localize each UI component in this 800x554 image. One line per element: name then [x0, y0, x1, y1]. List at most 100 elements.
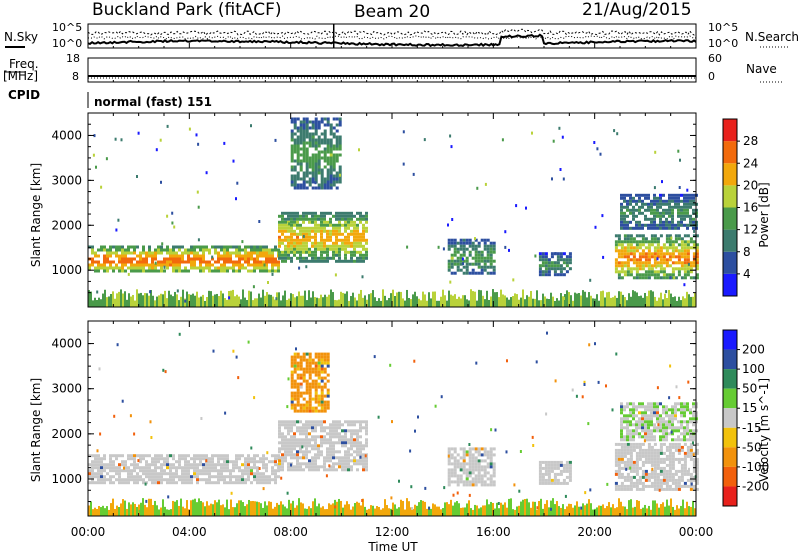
data-cell	[317, 376, 321, 380]
data-cell	[680, 484, 684, 488]
data-cell	[668, 469, 672, 473]
data-cell	[677, 267, 681, 271]
data-cell	[172, 251, 175, 255]
data-cell	[562, 469, 566, 473]
data-cell	[305, 352, 309, 356]
data-cell	[653, 240, 657, 244]
data-cell	[311, 250, 314, 254]
data-cell	[256, 251, 259, 255]
data-cell	[468, 262, 472, 266]
data-cell	[308, 232, 311, 236]
data-cell	[305, 420, 308, 424]
data-cell	[166, 472, 169, 476]
data-cell	[241, 454, 244, 458]
data-cell	[320, 441, 323, 445]
data-cell	[329, 453, 332, 457]
data-cell	[350, 465, 353, 469]
data-cell	[335, 129, 339, 133]
sparse-point	[561, 135, 564, 139]
ground-scatter-cell	[386, 300, 388, 307]
sparse-point	[267, 281, 269, 284]
data-cell	[447, 477, 451, 481]
ground-scatter-cell	[454, 294, 456, 307]
data-cell	[671, 270, 675, 274]
data-cell	[447, 247, 451, 251]
data-cell	[356, 217, 359, 221]
sparse-point	[596, 147, 599, 151]
data-cell	[281, 420, 284, 424]
data-cell	[656, 237, 660, 241]
ground-scatter-cell	[140, 292, 142, 307]
data-cell	[483, 247, 487, 251]
data-cell	[296, 453, 299, 457]
data-cell	[656, 273, 660, 277]
data-cell	[638, 411, 641, 415]
sparse-point	[424, 486, 427, 490]
data-cell	[456, 459, 460, 463]
data-cell	[199, 463, 202, 467]
data-cell	[692, 199, 695, 203]
data-cell	[241, 266, 244, 270]
data-cell	[127, 466, 130, 470]
ground-scatter-cell	[510, 297, 512, 307]
data-cell	[217, 475, 220, 479]
data-cell	[538, 460, 542, 464]
sparse-point	[173, 225, 176, 229]
ground-scatter-cell	[682, 296, 684, 307]
data-cell	[338, 229, 341, 233]
data-cell	[332, 117, 336, 121]
data-cell	[550, 255, 554, 259]
data-cell	[323, 211, 326, 215]
data-cell	[124, 463, 127, 467]
data-cell	[362, 247, 365, 251]
data-cell	[650, 417, 653, 421]
data-cell	[271, 251, 274, 255]
data-cell	[235, 466, 238, 470]
ground-scatter-cell	[438, 506, 440, 516]
data-cell	[133, 269, 136, 273]
ground-scatter-cell	[558, 506, 560, 516]
data-cell	[317, 226, 320, 230]
sparse-point	[534, 254, 537, 258]
ground-scatter-cell	[678, 296, 680, 307]
data-cell	[133, 454, 136, 458]
data-cell	[187, 260, 190, 264]
sparse-point	[668, 396, 671, 400]
data-cell	[623, 196, 626, 200]
data-cell	[326, 223, 329, 227]
data-cell	[106, 266, 109, 270]
ground-scatter-cell	[636, 292, 638, 307]
data-cell	[568, 466, 572, 470]
ground-scatter-cell	[664, 293, 666, 307]
data-cell	[130, 266, 133, 270]
data-cell	[626, 243, 630, 247]
data-cell	[677, 438, 680, 442]
data-cell	[290, 444, 293, 448]
sparse-point	[98, 367, 101, 371]
data-cell	[326, 211, 329, 215]
data-cell	[323, 382, 327, 386]
ground-scatter-cell	[636, 500, 638, 516]
data-cell	[247, 460, 250, 464]
data-cell	[662, 423, 665, 427]
data-cell	[489, 465, 493, 469]
data-cell	[559, 270, 563, 274]
ground-scatter-cell	[292, 294, 294, 307]
data-cell	[659, 223, 662, 227]
data-cell	[689, 214, 692, 218]
ground-scatter-cell	[136, 289, 138, 307]
data-cell	[323, 226, 326, 230]
ground-scatter-cell	[116, 505, 118, 516]
data-cell	[638, 481, 642, 485]
data-cell	[695, 234, 699, 238]
data-cell	[311, 186, 315, 190]
data-cell	[559, 469, 563, 473]
sparse-point	[271, 272, 274, 276]
data-cell	[686, 445, 690, 449]
data-cell	[683, 249, 687, 253]
data-cell	[305, 186, 309, 190]
data-cell	[106, 257, 109, 261]
data-cell	[362, 232, 365, 236]
data-cell	[130, 260, 133, 264]
data-cell	[148, 463, 151, 467]
